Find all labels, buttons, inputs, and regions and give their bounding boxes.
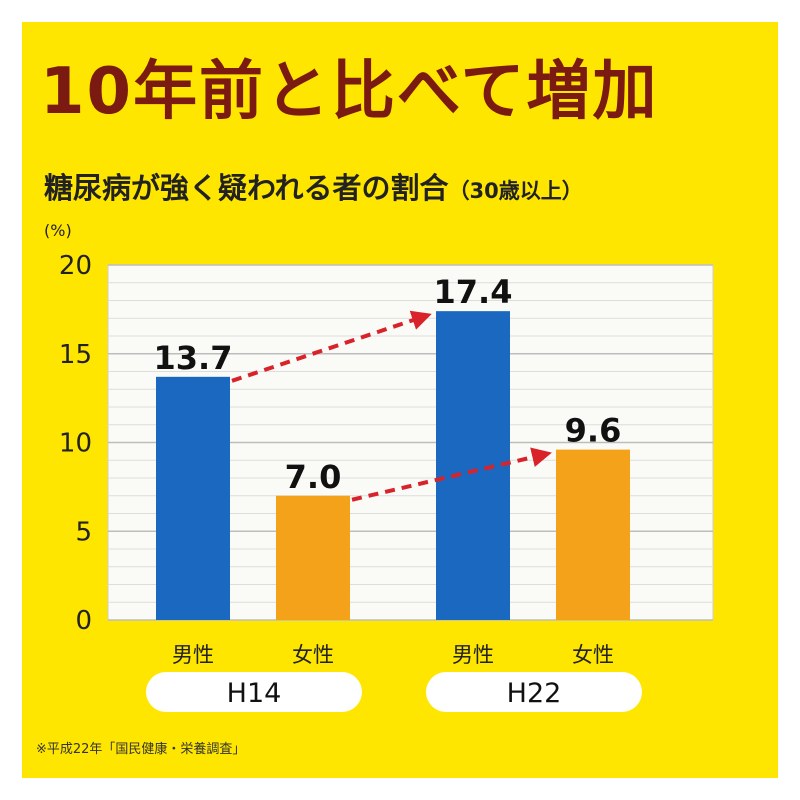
value-label: 7.0 — [285, 458, 342, 496]
value-label: 17.4 — [434, 273, 513, 311]
bar — [436, 311, 510, 620]
trend-arrows — [231, 310, 552, 502]
category-label: 女性 — [292, 643, 334, 667]
category-labels: 男性 女性 男性 女性 — [172, 643, 614, 667]
subtitle-paren: （30歳以上） — [448, 179, 583, 203]
value-label: 13.7 — [154, 339, 233, 377]
footnote: ※平成22年「国民健康・栄養調査」 — [36, 742, 246, 757]
value-label: 9.6 — [565, 412, 622, 450]
y-axis-ticks: 0 5 10 15 20 — [59, 251, 92, 636]
y-tick-label: 20 — [59, 251, 92, 281]
y-tick-label: 5 — [75, 517, 92, 547]
y-tick-label: 15 — [59, 340, 92, 370]
group-pill — [426, 672, 642, 712]
bars — [156, 311, 630, 620]
group-pill — [146, 672, 362, 712]
bar — [276, 495, 350, 620]
chart-subtitle: 糖尿病が強く疑われる者の割合（30歳以上） — [44, 168, 764, 211]
group-labels: H14 H22 — [146, 672, 642, 712]
category-label: 男性 — [452, 643, 494, 667]
y-axis-unit: (%) — [44, 221, 72, 240]
y-tick-label: 10 — [59, 429, 92, 459]
subtitle-main: 糖尿病が強く疑われる者の割合 — [44, 171, 449, 205]
trend-arrow — [231, 310, 432, 383]
value-labels: 13.7 7.0 17.4 9.6 — [154, 273, 622, 496]
category-label: 女性 — [572, 643, 614, 667]
y-tick-label: 0 — [75, 606, 92, 636]
bar — [556, 449, 630, 620]
group-label: H14 — [227, 678, 282, 709]
chart-title: 10年前と比べて増加 — [40, 55, 659, 129]
bar — [156, 376, 230, 620]
category-label: 男性 — [172, 643, 214, 667]
group-label: H22 — [507, 678, 562, 709]
